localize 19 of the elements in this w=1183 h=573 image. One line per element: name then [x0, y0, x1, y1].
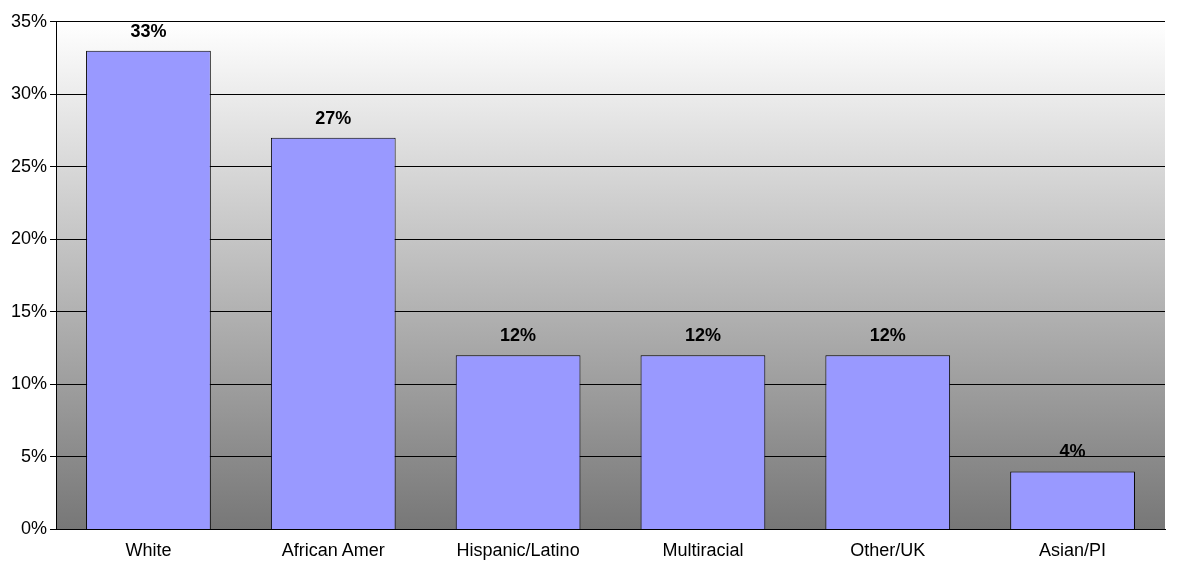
data-label: 12%	[684, 325, 721, 346]
x-tick-label: Other/UK	[850, 540, 926, 561]
y-tick-label: 0%	[21, 518, 48, 539]
y-tick-label: 10%	[11, 373, 48, 394]
y-tick-label: 30%	[11, 83, 48, 104]
x-tick-label: African Amer	[281, 540, 385, 561]
y-tick-label: 25%	[11, 155, 48, 176]
data-label: 33%	[130, 20, 167, 41]
y-tick-label: 35%	[11, 10, 48, 31]
x-tick-label: White	[125, 540, 172, 561]
y-tick-label: 20%	[11, 228, 48, 249]
x-tick-label: Hispanic/Latino	[456, 540, 580, 561]
y-tick-label: 15%	[11, 300, 48, 321]
data-label: 12%	[869, 325, 906, 346]
data-label: 27%	[315, 107, 352, 128]
data-label: 12%	[500, 325, 537, 346]
x-tick-label: Multiracial	[662, 540, 744, 561]
x-tick-label: Asian/PI	[1039, 540, 1107, 561]
y-tick-label: 5%	[21, 445, 48, 466]
